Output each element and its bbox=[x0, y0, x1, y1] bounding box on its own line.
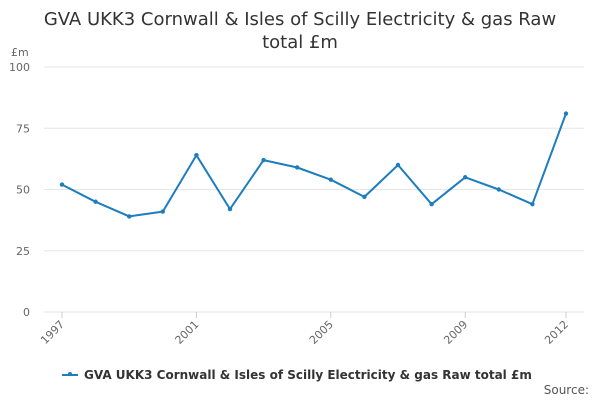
data-point bbox=[563, 111, 569, 116]
y-tick-label: 0 bbox=[23, 306, 30, 319]
data-point bbox=[127, 214, 132, 219]
data-point bbox=[295, 165, 300, 170]
data-point bbox=[463, 175, 468, 180]
chart-title: GVA UKK3 Cornwall & Isles of Scilly Elec… bbox=[0, 8, 600, 54]
data-point bbox=[530, 202, 535, 207]
data-point bbox=[395, 162, 401, 168]
y-tick-label: 75 bbox=[16, 122, 30, 135]
series-line bbox=[61, 112, 567, 218]
data-point bbox=[328, 177, 333, 182]
y-tick-label: 25 bbox=[16, 245, 30, 258]
source-label: Source: bbox=[543, 383, 589, 397]
x-tick-label: 2009 bbox=[441, 318, 470, 347]
chart-legend[interactable]: GVA UKK3 Cornwall & Isles of Scilly Elec… bbox=[62, 366, 532, 384]
chart-title-line-2: total £m bbox=[262, 32, 338, 53]
x-tick-label: 2005 bbox=[307, 318, 336, 347]
x-tick-label: 1997 bbox=[38, 318, 67, 347]
data-point bbox=[227, 206, 233, 212]
legend-series-label: GVA UKK3 Cornwall & Isles of Scilly Elec… bbox=[84, 368, 532, 382]
data-point bbox=[93, 199, 98, 204]
data-point bbox=[160, 209, 165, 214]
x-tick-label: 2001 bbox=[173, 318, 202, 347]
legend-line-marker-icon bbox=[62, 372, 78, 376]
y-axis-label: £m bbox=[11, 46, 29, 59]
data-point bbox=[496, 187, 501, 192]
data-point bbox=[59, 182, 65, 187]
y-tick-label: 50 bbox=[16, 184, 30, 197]
data-point bbox=[362, 194, 367, 200]
chart-title-line-1: GVA UKK3 Cornwall & Isles of Scilly Elec… bbox=[43, 9, 557, 30]
x-tick-label: 2012 bbox=[542, 318, 571, 347]
data-point bbox=[194, 153, 199, 158]
data-point bbox=[261, 157, 266, 163]
data-point bbox=[429, 202, 434, 207]
y-tick-label: 100 bbox=[9, 61, 30, 74]
